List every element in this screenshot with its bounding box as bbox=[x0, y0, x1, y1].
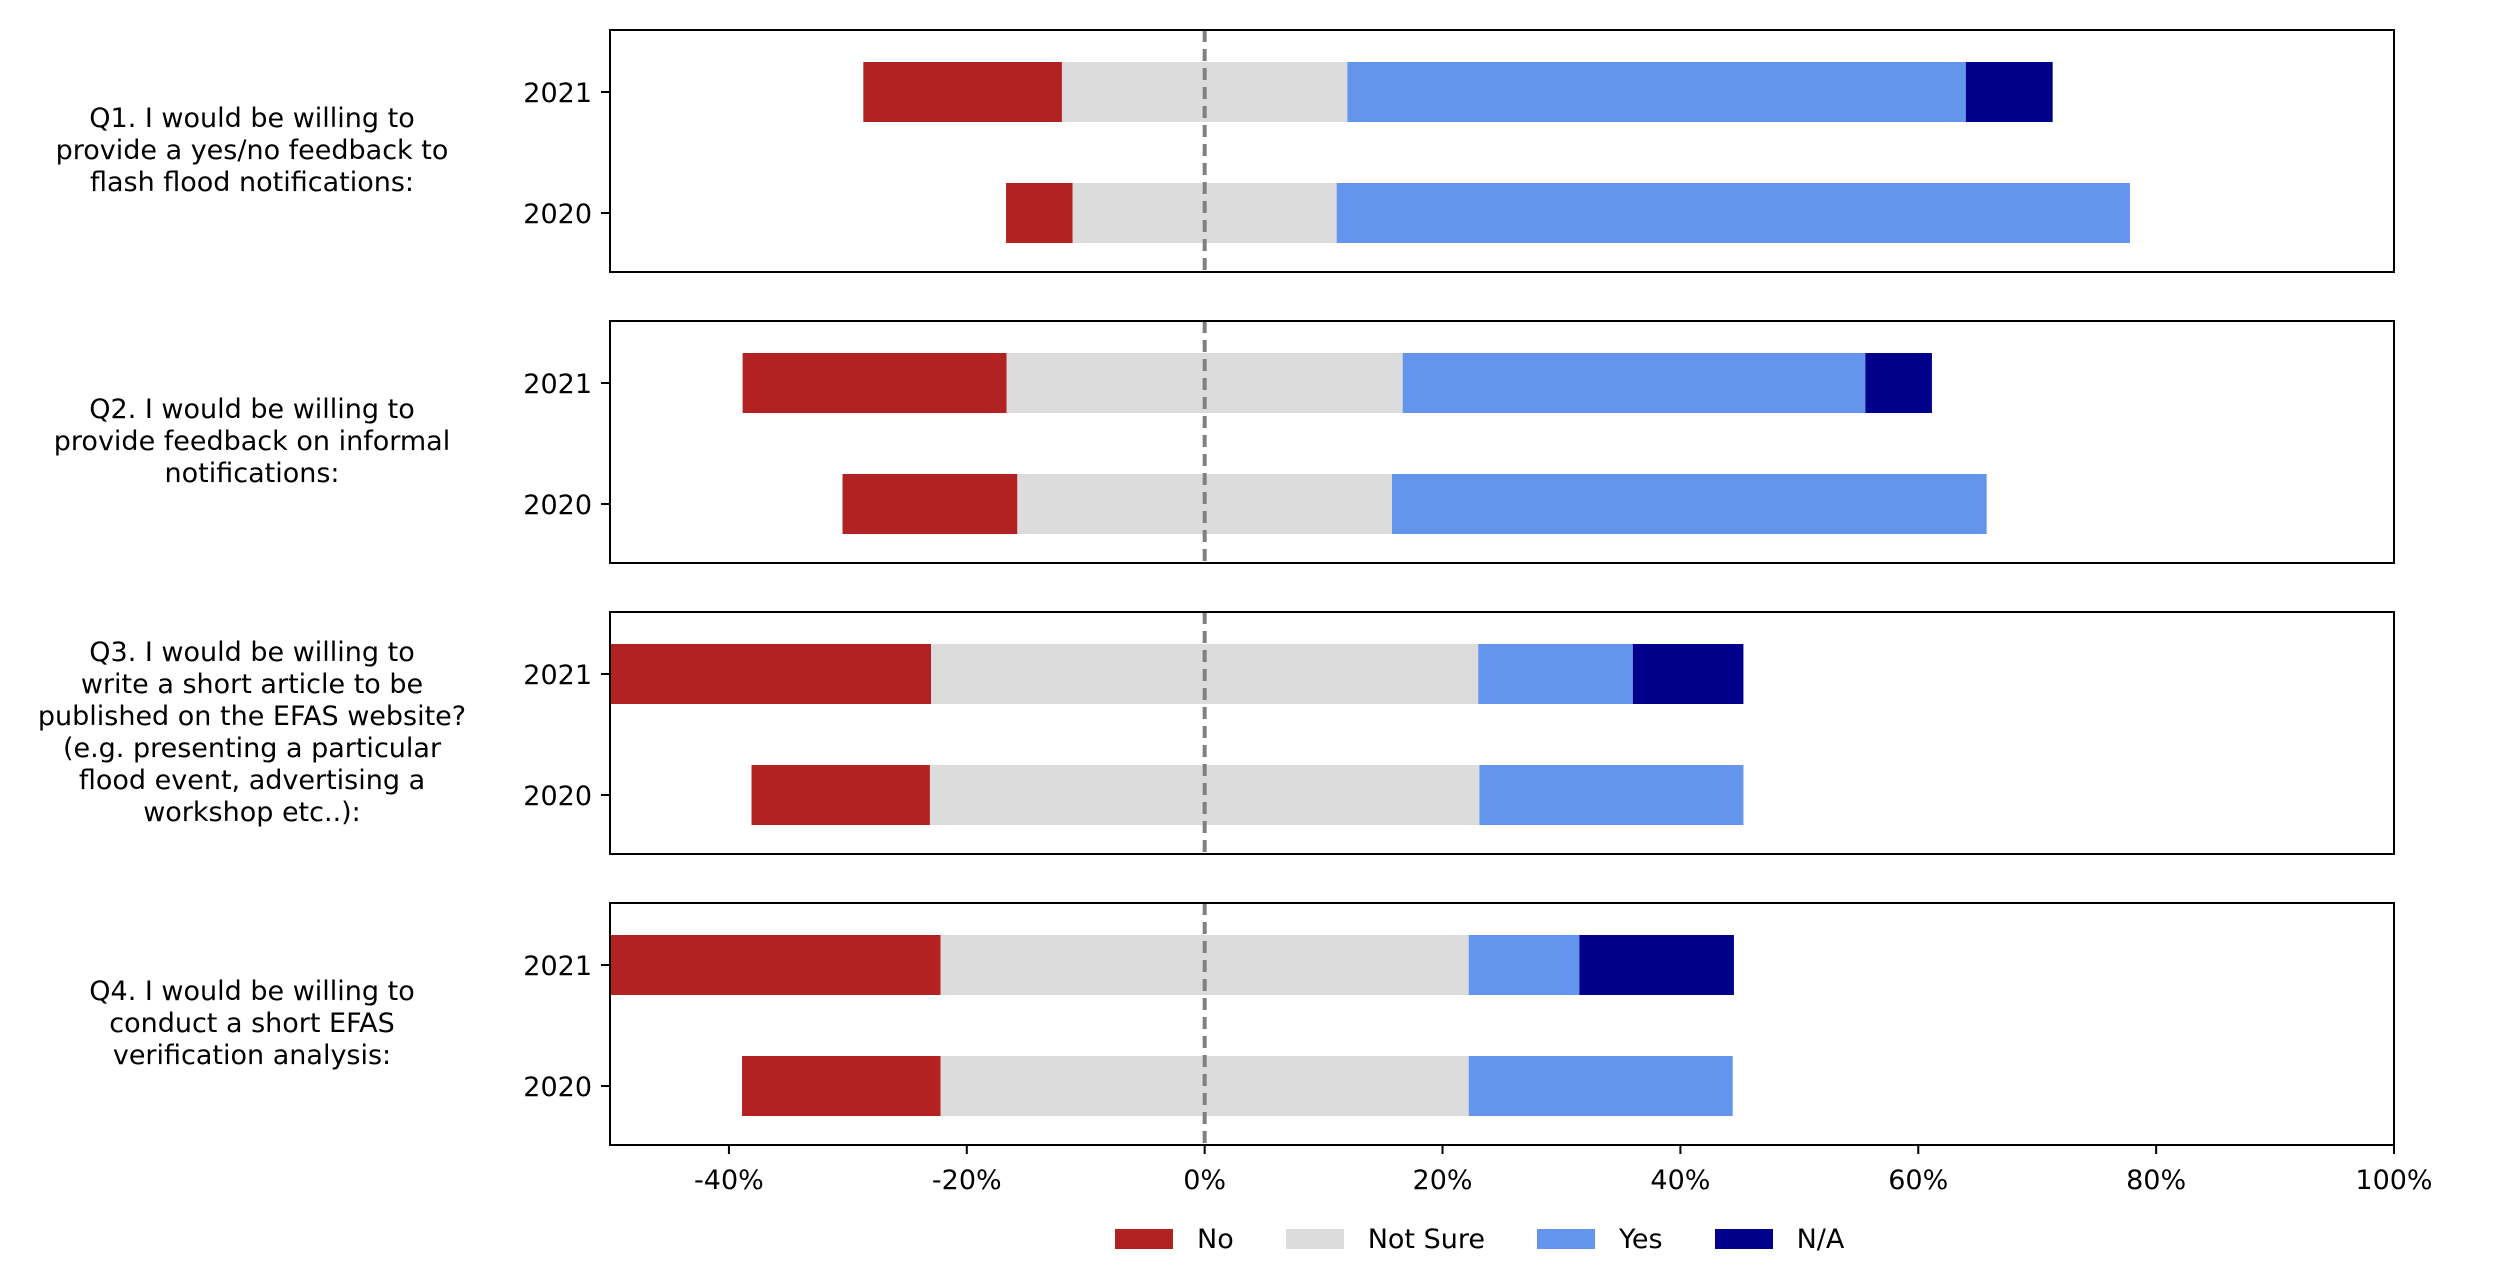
question-label-line: Q2. I would be willing to bbox=[89, 394, 415, 425]
legend-swatch bbox=[1714, 1229, 1773, 1249]
bar-no-q1-2021 bbox=[863, 62, 1062, 122]
bar-n-a-q3-2021 bbox=[1632, 644, 1744, 704]
bar-yes-q4-2021 bbox=[1468, 935, 1580, 995]
question-label-line: (e.g. presenting a particular bbox=[62, 733, 442, 764]
question-label-q2: Q2. I would be willing to provide feedbac… bbox=[12, 394, 492, 490]
legend-item-yes: Yes bbox=[1536, 1223, 1663, 1255]
question-label-line: published on the EFAS website? bbox=[37, 701, 467, 732]
y-tick-label-q1-2021: 2021 bbox=[523, 78, 592, 109]
legend-swatch bbox=[1115, 1229, 1173, 1249]
bar-yes-q3-2020 bbox=[1479, 765, 1744, 825]
question-label-q3: Q3. I would be willing to write a short a… bbox=[12, 637, 492, 829]
x-tick-label: 60% bbox=[1888, 1165, 1948, 1196]
legend-item-not-sure: Not Sure bbox=[1285, 1223, 1485, 1255]
y-tick-label-q2-2021: 2021 bbox=[523, 369, 592, 400]
legend-label: No bbox=[1197, 1223, 1234, 1255]
y-tick-label-q2-2020: 2020 bbox=[523, 490, 592, 521]
question-label-line: write a short article to be bbox=[80, 669, 424, 700]
bar-no-q3-2021 bbox=[610, 644, 932, 704]
bar-yes-q1-2020 bbox=[1336, 183, 2130, 243]
y-tick-label-q4-2020: 2020 bbox=[523, 1072, 592, 1103]
question-label-q4: Q4. I would be willing to conduct a short… bbox=[12, 976, 492, 1072]
question-label-line: Q1. I would be willing to bbox=[89, 103, 415, 134]
bar-yes-q4-2020 bbox=[1468, 1056, 1733, 1116]
legend-label: Not Sure bbox=[1367, 1223, 1485, 1255]
x-tick-label: 0% bbox=[1183, 1165, 1226, 1196]
bar-yes-q2-2020 bbox=[1391, 474, 1987, 534]
question-label-line: verification analysis: bbox=[112, 1040, 392, 1071]
bar-no-q4-2021 bbox=[610, 935, 941, 995]
y-tick-label-q3-2020: 2020 bbox=[523, 781, 592, 812]
panel-frame-q4 bbox=[609, 902, 2395, 1146]
bar-n-a-q1-2021 bbox=[1965, 62, 2053, 122]
y-tick-label-q4-2021: 2021 bbox=[523, 951, 592, 982]
bar-no-q4-2020 bbox=[742, 1056, 941, 1116]
bar-n-a-q4-2021 bbox=[1579, 935, 1734, 995]
question-label-line: provide a yes/no feedback to bbox=[55, 135, 449, 166]
question-label-line: workshop etc..): bbox=[143, 797, 361, 828]
question-label-line: conduct a short EFAS bbox=[109, 1008, 395, 1039]
legend-swatch bbox=[1536, 1229, 1595, 1249]
legend-item-n-a: N/A bbox=[1714, 1223, 1845, 1255]
y-tick-label-q3-2021: 2021 bbox=[523, 660, 592, 691]
question-label-line: Q3. I would be willing to bbox=[89, 637, 415, 668]
question-label-line: flood event, advertising a bbox=[78, 765, 426, 796]
x-tick-label: 80% bbox=[2126, 1165, 2186, 1196]
legend-label: N/A bbox=[1796, 1223, 1845, 1255]
question-label-line: Q4. I would be willing to bbox=[89, 976, 415, 1007]
panel-frame-q3 bbox=[609, 611, 2395, 855]
legend: No Not Sure Yes N/A bbox=[1115, 1223, 1896, 1255]
legend-swatch bbox=[1285, 1229, 1344, 1249]
panel-frame-q2 bbox=[609, 320, 2395, 564]
x-tick-label: -40% bbox=[694, 1165, 764, 1196]
bar-yes-q2-2021 bbox=[1402, 353, 1866, 413]
x-tick-label: 20% bbox=[1413, 1165, 1473, 1196]
bar-n-a-q2-2021 bbox=[1865, 353, 1932, 413]
y-tick-label-q1-2020: 2020 bbox=[523, 199, 592, 230]
question-label-line: notifications: bbox=[164, 458, 340, 489]
bar-no-q3-2020 bbox=[751, 765, 930, 825]
bar-yes-q1-2021 bbox=[1347, 62, 1966, 122]
question-label-line: provide feedback on informal bbox=[53, 426, 451, 457]
bar-yes-q3-2021 bbox=[1478, 644, 1633, 704]
question-label-line: flash flood notifications: bbox=[89, 167, 415, 198]
x-tick-label: 40% bbox=[1650, 1165, 1710, 1196]
x-tick-label: 100% bbox=[2355, 1165, 2432, 1196]
bar-no-q1-2020 bbox=[1006, 183, 1073, 243]
bar-no-q2-2020 bbox=[842, 474, 1018, 534]
panel-frame-q1 bbox=[609, 29, 2395, 273]
legend-item-no: No bbox=[1115, 1224, 1234, 1255]
bar-no-q2-2021 bbox=[742, 353, 1007, 413]
x-tick-label: -20% bbox=[932, 1165, 1002, 1196]
legend-label: Yes bbox=[1618, 1223, 1663, 1255]
question-label-q1: Q1. I would be willing to provide a yes/n… bbox=[12, 103, 492, 199]
